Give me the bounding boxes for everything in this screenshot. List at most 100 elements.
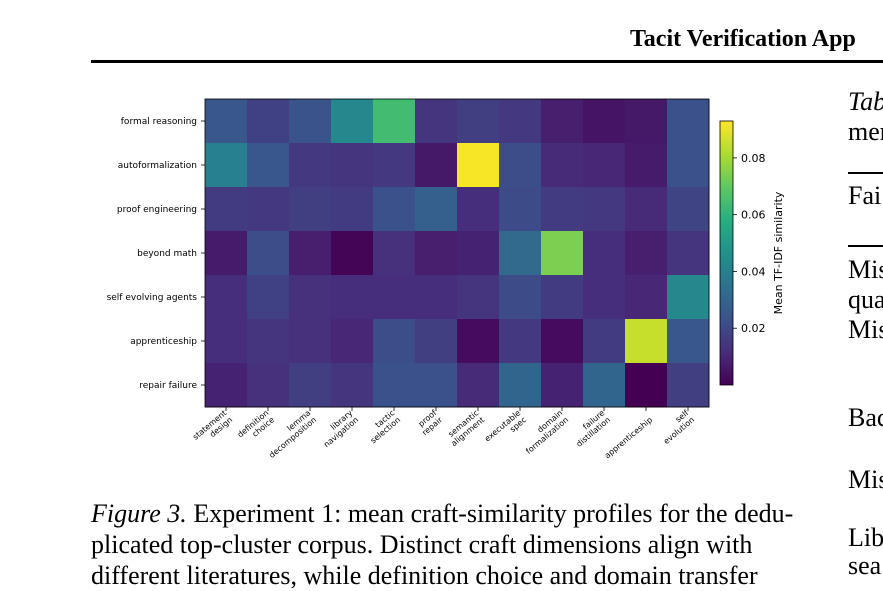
table-cell: sea bbox=[848, 551, 882, 580]
heatmap-cell bbox=[247, 187, 290, 232]
table-header-cell: Fai bbox=[848, 181, 882, 210]
heatmap-cell bbox=[457, 319, 500, 364]
heatmap-cell bbox=[289, 275, 332, 320]
heatmap-cell bbox=[205, 187, 248, 232]
heatmap-cell bbox=[583, 143, 626, 188]
heatmap-cell bbox=[457, 143, 500, 188]
heatmap-cell bbox=[415, 319, 458, 364]
row-label: beyond math bbox=[137, 249, 197, 259]
colorbar-tick-label: 0.06 bbox=[741, 209, 766, 222]
heatmap-cell bbox=[667, 99, 710, 144]
column-label: selfevolution bbox=[656, 408, 696, 446]
heatmap-cell bbox=[205, 319, 248, 364]
table-cell: Mis bbox=[848, 255, 883, 284]
heatmap-cell bbox=[247, 99, 290, 144]
column-label: tacticselection bbox=[363, 408, 402, 445]
heatmap-cell bbox=[331, 363, 374, 408]
heatmap-cell bbox=[205, 99, 248, 144]
heatmap-cell bbox=[541, 143, 584, 188]
heatmap-cell bbox=[415, 275, 458, 320]
heatmap-cell bbox=[247, 231, 290, 276]
running-header-title: Tacit Verification App bbox=[630, 26, 856, 52]
heatmap-cell bbox=[625, 99, 668, 144]
header-rule bbox=[91, 60, 883, 63]
heatmap-cell bbox=[205, 143, 248, 188]
heatmap-cell bbox=[499, 143, 542, 188]
heatmap-cell bbox=[205, 275, 248, 320]
heatmap-cell bbox=[247, 363, 290, 408]
heatmap-cell bbox=[625, 143, 668, 188]
heatmap-cell bbox=[415, 363, 458, 408]
caption-label: Figure 3. bbox=[91, 499, 187, 528]
heatmap-cell bbox=[415, 187, 458, 232]
heatmap-cell bbox=[541, 187, 584, 232]
heatmap-cell bbox=[625, 275, 668, 320]
table-mid-rule bbox=[848, 245, 883, 247]
heatmap-cell bbox=[331, 187, 374, 232]
heatmap-cell bbox=[667, 231, 710, 276]
heatmap-cell bbox=[247, 275, 290, 320]
row-label: autoformalization bbox=[118, 161, 197, 171]
heatmap-cell bbox=[415, 143, 458, 188]
heatmap-cell bbox=[499, 275, 542, 320]
heatmap-cell bbox=[373, 319, 416, 364]
heatmap-figure: formal reasoning autoformalization proof e… bbox=[107, 98, 785, 460]
caption-line-3: different literatures, while definition … bbox=[91, 561, 758, 590]
table-cell: Bac bbox=[848, 403, 883, 432]
heatmap-cell bbox=[625, 363, 668, 408]
heatmap-cell bbox=[373, 231, 416, 276]
heatmap-cell bbox=[667, 275, 710, 320]
heatmap-cell bbox=[625, 231, 668, 276]
row-label: self evolving agents bbox=[107, 293, 198, 303]
heatmap-cell bbox=[205, 363, 248, 408]
heatmap-cell bbox=[583, 231, 626, 276]
heatmap-cell bbox=[289, 99, 332, 144]
heatmap-cell bbox=[667, 187, 710, 232]
table-cell: qua bbox=[848, 285, 883, 314]
heatmap-cell bbox=[499, 363, 542, 408]
heatmap-cell bbox=[457, 231, 500, 276]
heatmap-cell bbox=[331, 319, 374, 364]
heatmap-cell bbox=[457, 363, 500, 408]
column-label: failuredistillation bbox=[569, 408, 612, 449]
heatmap-cell bbox=[373, 187, 416, 232]
heatmap-cell bbox=[667, 363, 710, 408]
column-label: proofrepair bbox=[415, 408, 445, 437]
heatmap-cell bbox=[415, 99, 458, 144]
colorbar-tick-label: 0.04 bbox=[741, 265, 766, 278]
heatmap-cell bbox=[499, 319, 542, 364]
heatmap-cell bbox=[289, 143, 332, 188]
heatmap-cell bbox=[457, 275, 500, 320]
heatmap-cell bbox=[625, 319, 668, 364]
heatmap-cell bbox=[289, 319, 332, 364]
heatmap-cell bbox=[541, 231, 584, 276]
heatmap-cell bbox=[331, 143, 374, 188]
heatmap-cell bbox=[205, 231, 248, 276]
heatmap-cell bbox=[415, 231, 458, 276]
table-cell: Mis bbox=[848, 315, 883, 344]
heatmap-cell bbox=[331, 275, 374, 320]
column-label: definitionchoice bbox=[236, 408, 276, 446]
heatmap-cell bbox=[499, 99, 542, 144]
table-caption-fragment-2: men bbox=[848, 117, 883, 146]
heatmap-cell bbox=[583, 187, 626, 232]
heatmap-cell bbox=[499, 231, 542, 276]
heatmap-cell bbox=[583, 275, 626, 320]
heatmap-cell bbox=[625, 187, 668, 232]
colorbar-tick-label: 0.02 bbox=[741, 322, 766, 335]
table-cell: Mis bbox=[848, 465, 883, 494]
heatmap-cell bbox=[541, 363, 584, 408]
heatmap-cell bbox=[499, 187, 542, 232]
figure-caption: Figure 3. Experiment 1: mean craft-simil… bbox=[91, 498, 803, 591]
heatmap-cell bbox=[373, 143, 416, 188]
heatmap-cell bbox=[289, 187, 332, 232]
heatmap-cells bbox=[205, 99, 710, 408]
heatmap-cell bbox=[583, 99, 626, 144]
heatmap-cell bbox=[331, 231, 374, 276]
colorbar-tick-label: 0.08 bbox=[741, 152, 766, 165]
heatmap-cell bbox=[373, 363, 416, 408]
row-label: formal reasoning bbox=[121, 117, 197, 127]
column-label: semanticalignment bbox=[444, 408, 487, 448]
heatmap-cell bbox=[667, 319, 710, 364]
heatmap-cell bbox=[583, 363, 626, 408]
